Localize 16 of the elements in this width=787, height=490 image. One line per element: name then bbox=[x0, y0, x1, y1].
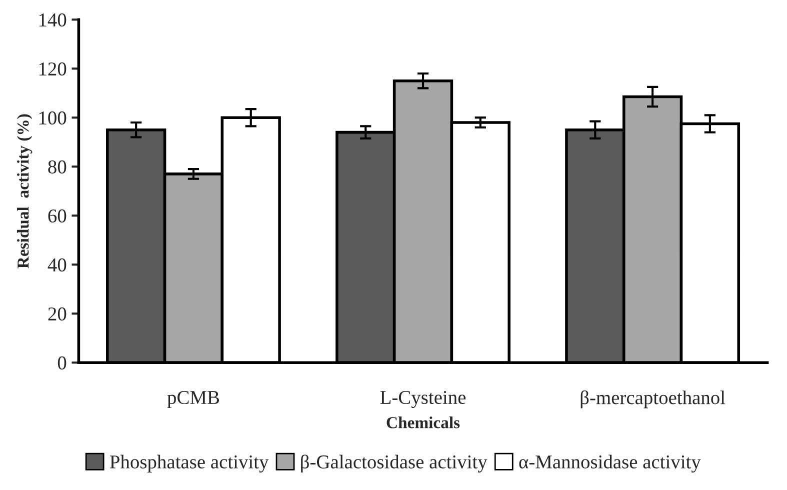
y-tick-label: 100 bbox=[39, 111, 66, 125]
legend-label: β-Galactosidase activity bbox=[301, 454, 488, 472]
y-tick-label: 0 bbox=[58, 356, 66, 370]
legend-label: Phosphatase activity bbox=[110, 454, 269, 472]
y-axis-title: Residual activity (%) bbox=[17, 114, 32, 268]
y-tick-label: 120 bbox=[39, 62, 66, 76]
x-axis-title: Chemicals bbox=[386, 416, 460, 428]
y-tick-label: 60 bbox=[48, 209, 66, 223]
y-tick-label: 80 bbox=[48, 160, 66, 174]
y-tick-label: 20 bbox=[48, 307, 66, 321]
x-tick-label: L-Cysteine bbox=[380, 390, 466, 408]
legend-label: α-Mannosidase activity bbox=[519, 454, 701, 472]
x-tick-label: β-mercaptoethanol bbox=[580, 390, 726, 408]
y-tick-label: 40 bbox=[48, 258, 66, 272]
x-tick-label: pCMB bbox=[167, 390, 219, 408]
y-tick-label: 140 bbox=[39, 13, 66, 27]
